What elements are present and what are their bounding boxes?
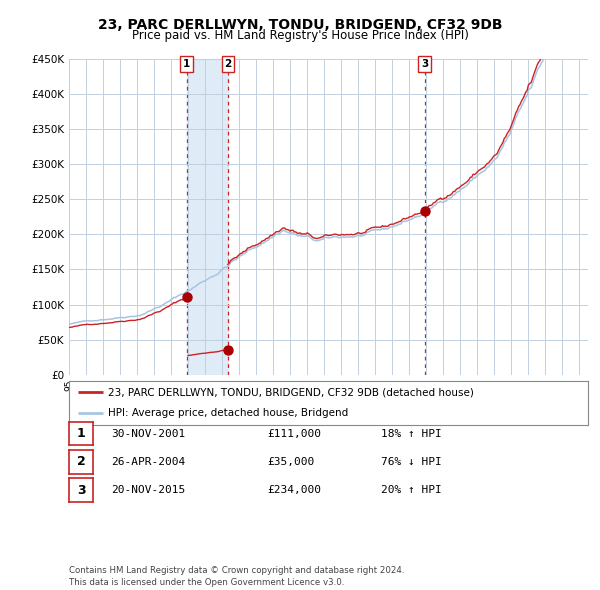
Text: 18% ↑ HPI: 18% ↑ HPI [381, 429, 442, 438]
Text: 3: 3 [77, 484, 85, 497]
Text: £35,000: £35,000 [267, 457, 314, 467]
Text: 23, PARC DERLLWYN, TONDU, BRIDGEND, CF32 9DB (detached house): 23, PARC DERLLWYN, TONDU, BRIDGEND, CF32… [108, 388, 474, 398]
Text: 1: 1 [77, 427, 85, 440]
Text: 2: 2 [224, 59, 232, 69]
Text: 20% ↑ HPI: 20% ↑ HPI [381, 486, 442, 495]
Bar [187, 59, 228, 375]
Text: 26-APR-2004: 26-APR-2004 [111, 457, 185, 467]
Text: 23, PARC DERLLWYN, TONDU, BRIDGEND, CF32 9DB: 23, PARC DERLLWYN, TONDU, BRIDGEND, CF32… [98, 18, 502, 32]
Text: £111,000: £111,000 [267, 429, 321, 438]
Text: 2: 2 [77, 455, 85, 468]
Text: £234,000: £234,000 [267, 486, 321, 495]
Text: 1: 1 [183, 59, 190, 69]
Text: 30-NOV-2001: 30-NOV-2001 [111, 429, 185, 438]
Text: 76% ↓ HPI: 76% ↓ HPI [381, 457, 442, 467]
Text: 20-NOV-2015: 20-NOV-2015 [111, 486, 185, 495]
Text: Contains HM Land Registry data © Crown copyright and database right 2024.
This d: Contains HM Land Registry data © Crown c… [69, 566, 404, 587]
Text: 3: 3 [421, 59, 428, 69]
Text: HPI: Average price, detached house, Bridgend: HPI: Average price, detached house, Brid… [108, 408, 348, 418]
Text: Price paid vs. HM Land Registry's House Price Index (HPI): Price paid vs. HM Land Registry's House … [131, 30, 469, 42]
